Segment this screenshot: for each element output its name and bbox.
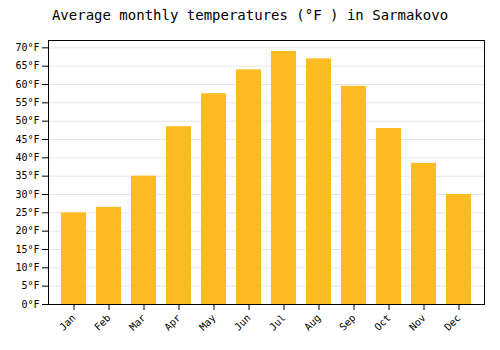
svg-text:45°F: 45°F [15, 134, 39, 145]
svg-text:Oct: Oct [372, 312, 393, 333]
svg-text:0°F: 0°F [21, 299, 39, 310]
svg-text:15°F: 15°F [15, 244, 39, 255]
svg-text:Mar: Mar [127, 312, 148, 333]
svg-text:55°F: 55°F [15, 97, 39, 108]
svg-text:Jun: Jun [232, 312, 253, 333]
svg-text:35°F: 35°F [15, 170, 39, 181]
svg-text:65°F: 65°F [15, 60, 39, 71]
svg-text:20°F: 20°F [15, 225, 39, 236]
svg-text:Jul: Jul [267, 312, 288, 333]
svg-text:40°F: 40°F [15, 152, 39, 163]
svg-text:Nov: Nov [407, 312, 428, 333]
svg-text:70°F: 70°F [15, 42, 39, 53]
svg-text:Jan: Jan [57, 312, 78, 333]
svg-text:25°F: 25°F [15, 207, 39, 218]
svg-text:Dec: Dec [442, 312, 463, 333]
html-text:Average monthly temperatures (: Average monthly temperatures (°F ) in Sa… [51, 7, 449, 23]
svg-text:50°F: 50°F [15, 115, 39, 126]
svg-text:May: May [197, 312, 218, 333]
svg-text:30°F: 30°F [15, 189, 39, 200]
svg-text:10°F: 10°F [15, 262, 39, 273]
svg-text:Sep: Sep [337, 312, 358, 333]
svg-text:60°F: 60°F [15, 79, 39, 90]
svg-text:5°F: 5°F [21, 280, 39, 291]
svg-text:Apr: Apr [162, 312, 183, 333]
svg-text:Aug: Aug [302, 312, 323, 333]
svg-text:Feb: Feb [92, 312, 113, 333]
